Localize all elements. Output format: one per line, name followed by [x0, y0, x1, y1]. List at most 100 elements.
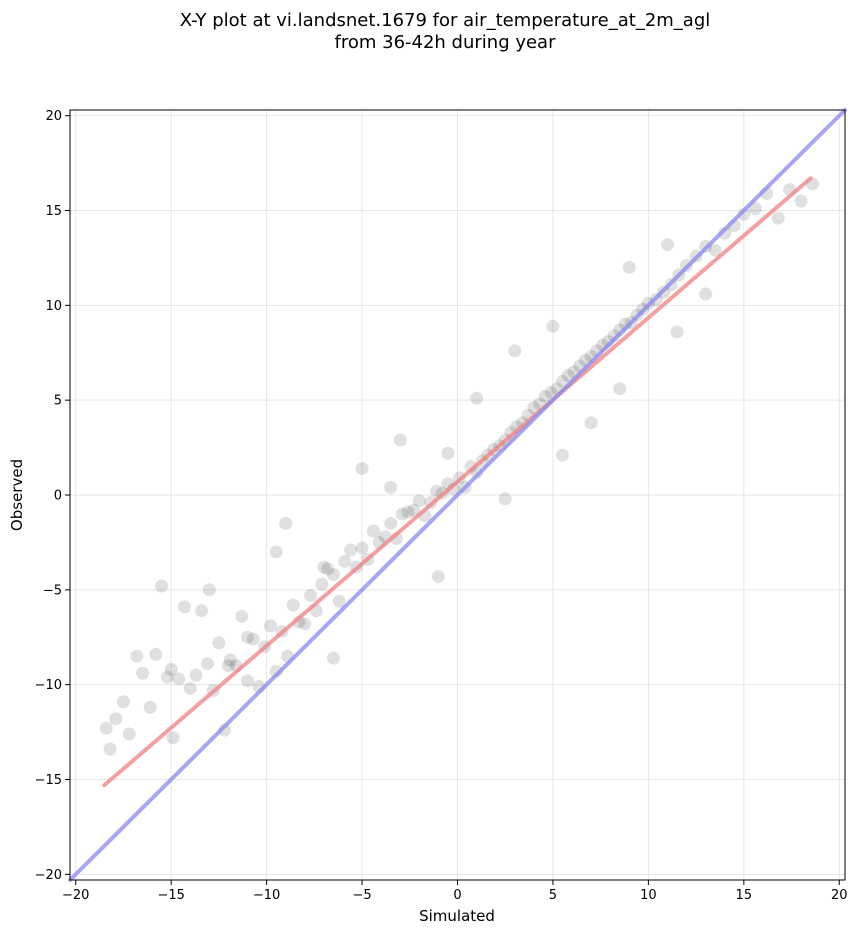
scatter-point	[103, 742, 117, 756]
scatter-point	[178, 600, 192, 614]
scatter-point	[561, 369, 575, 383]
scatter-point	[202, 583, 216, 597]
chart-title: X-Y plot at vi.landsnet.1679 for air_tem…	[180, 10, 711, 31]
scatter-point	[613, 382, 627, 396]
y-tick-label: −5	[43, 583, 62, 598]
x-axis-label: Simulated	[419, 907, 495, 925]
x-tick-label: −20	[62, 888, 89, 903]
scatter-point	[384, 480, 398, 494]
scatter-point	[99, 721, 113, 735]
scatter-point	[555, 448, 569, 462]
scatter-point	[279, 516, 293, 530]
scatter-point	[221, 659, 235, 673]
x-tick-label: 5	[549, 888, 557, 903]
y-tick-label: −20	[35, 868, 62, 883]
scatter-point	[189, 668, 203, 682]
scatter-point	[269, 545, 283, 559]
x-tick-label: 10	[640, 888, 657, 903]
scatter-point	[149, 647, 163, 661]
scatter-point	[441, 446, 455, 460]
scatter-point	[622, 260, 636, 274]
scatter-point	[355, 541, 369, 555]
y-tick-label: 10	[45, 299, 62, 314]
scatter-point	[136, 666, 150, 680]
y-tick-label: −10	[35, 678, 62, 693]
scatter-point	[544, 386, 558, 400]
scatter-point	[384, 516, 398, 530]
scatter-point	[794, 194, 808, 208]
scatter-point	[155, 579, 169, 593]
scatter-point	[584, 416, 598, 430]
scatter-point	[326, 568, 340, 582]
scatter-point	[431, 570, 445, 584]
scatter-point	[160, 670, 174, 684]
y-tick-label: 0	[54, 489, 62, 504]
y-tick-label: −15	[35, 773, 62, 788]
plot-area	[68, 108, 847, 882]
scatter-point	[393, 433, 407, 447]
scatter-point	[212, 636, 226, 650]
scatter-point	[498, 492, 512, 506]
scatter-point	[321, 562, 335, 576]
x-tick-label: 20	[831, 888, 848, 903]
scatter-point	[771, 211, 785, 225]
axes: −20 −15 −10 −5 0 5 10 15 20 −20 −15 −10 −5 0 5 10 15 20	[35, 109, 848, 903]
x-tick-label: 0	[453, 888, 461, 903]
scatter-point	[200, 657, 214, 671]
scatter-point	[241, 674, 255, 688]
x-tick-label: −15	[157, 888, 184, 903]
scatter-point	[407, 503, 421, 517]
scatter-point	[241, 630, 255, 644]
scatter-point	[326, 651, 340, 665]
scatter-point	[504, 425, 518, 439]
scatter-point	[470, 391, 484, 405]
x-tick-label: −10	[253, 888, 280, 903]
x-tick-label: 15	[736, 888, 753, 903]
scatter-point	[172, 672, 186, 686]
scatter-point	[304, 589, 318, 603]
scatter-point	[263, 619, 277, 633]
scatter-point	[332, 594, 346, 608]
scatter-point	[412, 494, 426, 508]
scatter-point	[166, 731, 180, 745]
scatter-point	[699, 287, 713, 301]
scatter-point	[670, 325, 684, 339]
scatter-point	[748, 202, 762, 216]
scatter-point	[122, 727, 136, 741]
chart-subtitle: from 36-42h during year	[335, 32, 557, 53]
scatter-point	[317, 560, 331, 574]
scatter-point	[223, 653, 237, 667]
scatter-point	[109, 712, 123, 726]
identity-line	[68, 108, 847, 882]
scatter-point	[164, 662, 178, 676]
scatter-point	[130, 649, 144, 663]
regression-line	[102, 176, 813, 788]
scatter-point	[298, 617, 312, 631]
scatter-point	[395, 507, 409, 521]
scatter-point	[143, 700, 157, 714]
scatter-point	[546, 319, 560, 333]
scatter-point	[116, 695, 130, 709]
scatter-point	[246, 632, 260, 646]
scatter-point	[315, 577, 329, 591]
scatter-point	[367, 524, 381, 538]
scatter-point	[286, 598, 300, 612]
scatter-point	[183, 681, 197, 695]
scatter-point	[235, 609, 249, 623]
y-tick-label: 5	[54, 394, 62, 409]
scatter-point	[555, 374, 569, 388]
scatter-point	[538, 389, 552, 403]
scatter-point	[355, 461, 369, 475]
scatter-point	[401, 505, 415, 519]
scatter-point	[660, 238, 674, 252]
scatter-point	[708, 243, 722, 257]
y-tick-label: 15	[45, 204, 62, 219]
x-tick-label: −5	[352, 888, 371, 903]
scatter-point	[344, 543, 358, 557]
y-tick-label: 20	[45, 109, 62, 124]
scatter-point	[338, 554, 352, 568]
scatter-point	[508, 344, 522, 358]
scatter-point	[195, 604, 209, 618]
plot-frame	[69, 109, 846, 881]
